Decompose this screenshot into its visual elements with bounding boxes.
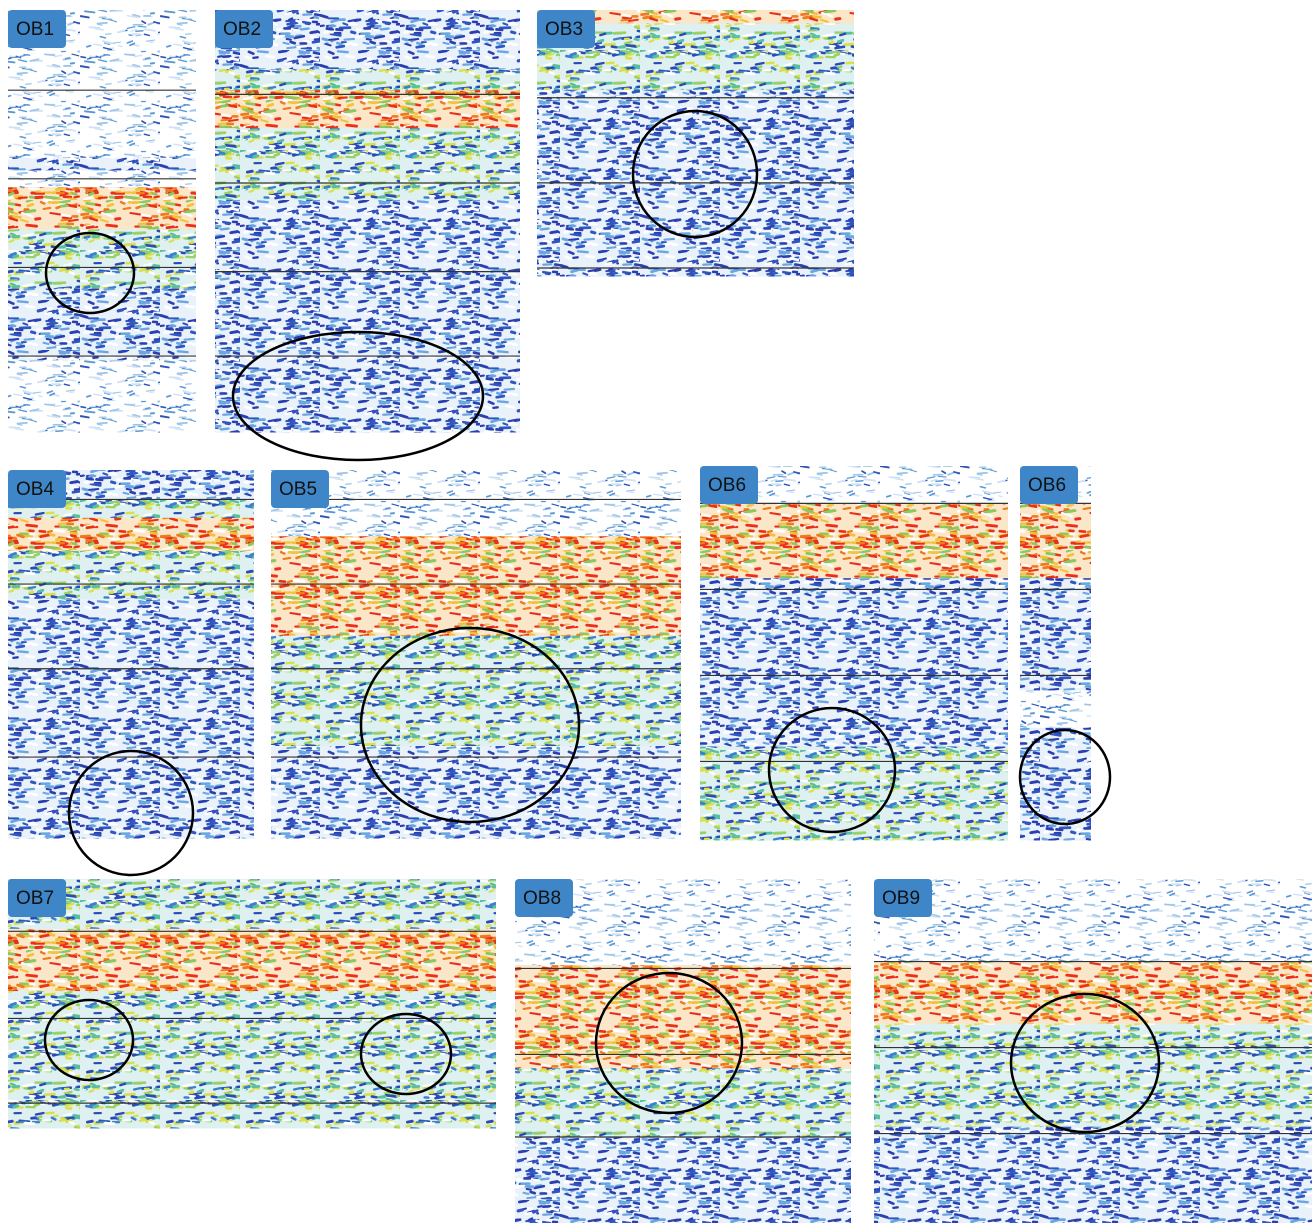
figure: OB1 OB2 OB3 OB4 OB5 OB6 OB6 OB7 OB8 OB9 bbox=[0, 0, 1312, 1223]
panel-label: OB4 bbox=[16, 479, 54, 500]
texture-band bbox=[700, 578, 1008, 747]
texture-band bbox=[1020, 503, 1091, 578]
texture-band bbox=[515, 982, 851, 1068]
texture-band bbox=[215, 200, 520, 433]
texture-band bbox=[700, 747, 1008, 841]
texture-band bbox=[8, 229, 196, 289]
panel-label: OB9 bbox=[882, 888, 920, 909]
texture-band bbox=[8, 518, 254, 552]
panel-label: OB8 bbox=[523, 888, 561, 909]
texture-band bbox=[700, 503, 1008, 578]
texture-band bbox=[8, 289, 196, 361]
texture-band bbox=[8, 991, 496, 1128]
page: OB1OB2OB3OB4OB5OB6OB6OB7OB8OB9 (() => { … bbox=[0, 0, 1312, 1223]
panel-label: OB7 bbox=[16, 888, 54, 909]
texture-band bbox=[8, 551, 254, 599]
texture-band bbox=[874, 1127, 1312, 1223]
texture-band bbox=[8, 599, 254, 839]
panel-label: OB6 bbox=[708, 475, 746, 496]
texture-band bbox=[515, 1068, 851, 1137]
texture-band bbox=[8, 187, 196, 230]
texture-band bbox=[8, 929, 496, 992]
texture-band bbox=[215, 69, 520, 91]
texture-band bbox=[8, 158, 196, 171]
panel-label: OB6 bbox=[1028, 475, 1066, 496]
texture-band bbox=[515, 1137, 851, 1223]
texture-band bbox=[271, 636, 681, 747]
texture-band bbox=[874, 962, 1312, 1024]
texture-band bbox=[1020, 578, 1091, 691]
panel-label: OB2 bbox=[223, 19, 261, 40]
radargram-panel: OB5 bbox=[271, 470, 681, 839]
radargram-panel: OB4 bbox=[8, 470, 254, 839]
texture-band bbox=[215, 90, 520, 128]
texture-band bbox=[271, 746, 681, 839]
texture-band bbox=[271, 536, 681, 581]
texture-band bbox=[215, 128, 520, 200]
radargram-panel: OB2 bbox=[215, 10, 520, 433]
texture-band bbox=[874, 879, 1312, 962]
radargram-panel: OB6 bbox=[1020, 466, 1091, 841]
radargram-panel: OB6 bbox=[700, 466, 1008, 841]
texture-band bbox=[874, 1023, 1312, 1127]
texture-band bbox=[8, 360, 196, 432]
panel-label: OB5 bbox=[279, 479, 317, 500]
texture-band bbox=[8, 879, 496, 929]
panel-label: OB1 bbox=[16, 19, 54, 40]
panel-label: OB3 bbox=[545, 19, 583, 40]
texture-band bbox=[1020, 690, 1091, 728]
radargram-panel: OB9 bbox=[874, 879, 1312, 1223]
texture-band bbox=[271, 470, 681, 537]
radargram-panel: OB8 bbox=[515, 879, 851, 1223]
radargram-panel: OB1 bbox=[8, 10, 196, 433]
